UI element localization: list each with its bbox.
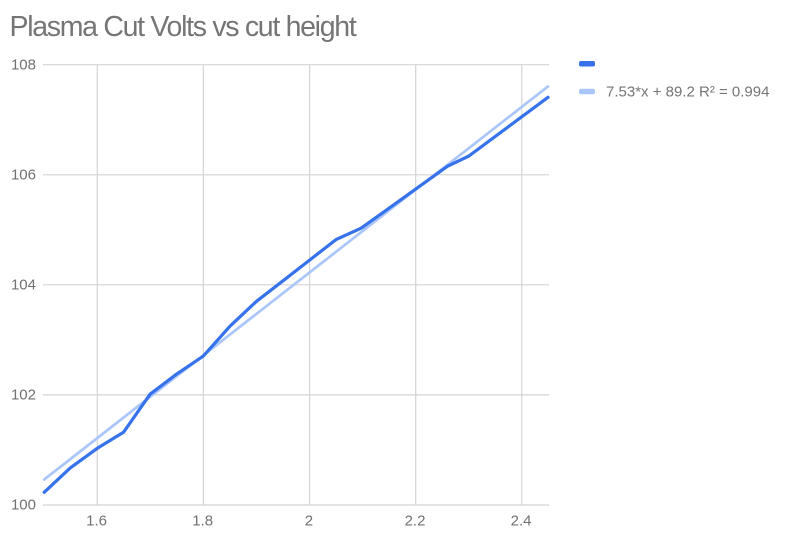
svg-text:7.53*x + 89.2 R² = 0.994: 7.53*x + 89.2 R² = 0.994 xyxy=(606,84,769,101)
svg-text:102: 102 xyxy=(11,387,36,404)
svg-text:2: 2 xyxy=(305,512,313,529)
svg-text:100: 100 xyxy=(11,497,36,514)
svg-text:2.4: 2.4 xyxy=(511,512,532,529)
svg-text:106: 106 xyxy=(11,166,36,183)
svg-text:1.6: 1.6 xyxy=(86,512,107,529)
svg-text:Plasma Cut Volts vs cut height: Plasma Cut Volts vs cut height xyxy=(10,11,357,43)
svg-text:104: 104 xyxy=(11,276,36,293)
svg-text:1.8: 1.8 xyxy=(192,512,213,529)
svg-text:2.2: 2.2 xyxy=(405,512,426,529)
svg-text:108: 108 xyxy=(11,56,36,73)
